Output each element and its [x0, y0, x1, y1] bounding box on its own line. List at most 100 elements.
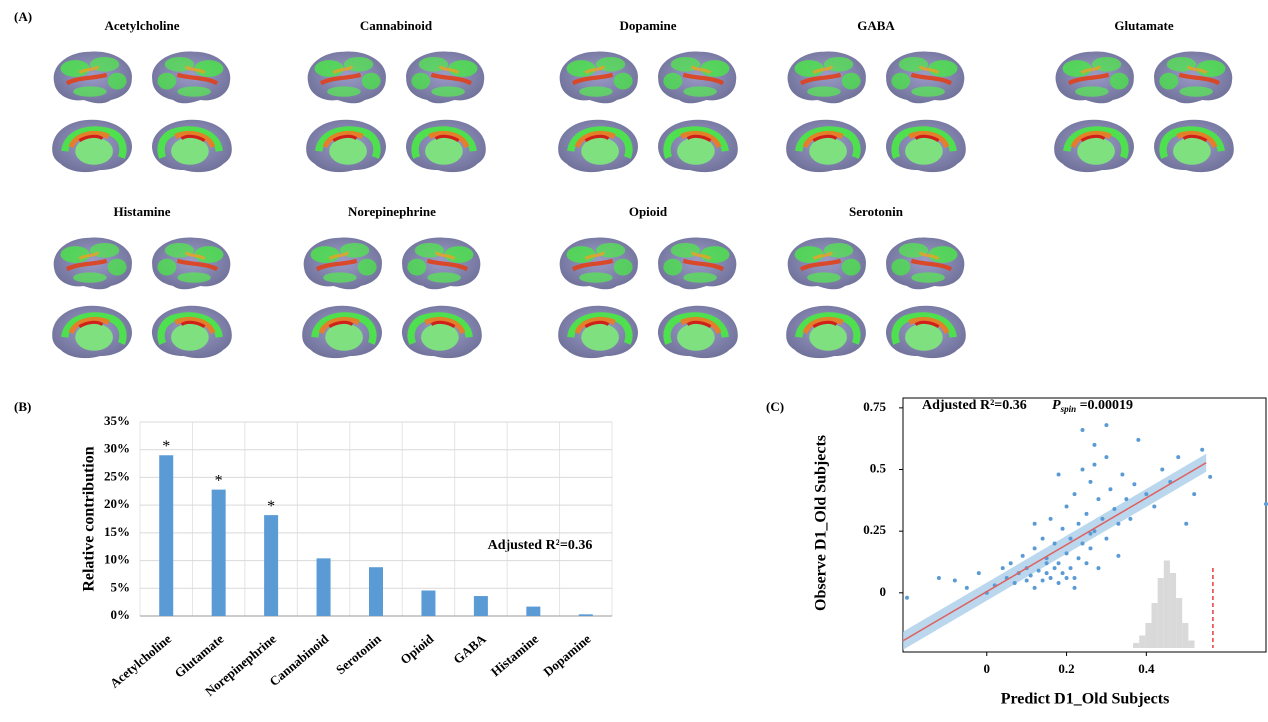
hist-bar	[1182, 623, 1189, 648]
point	[1208, 474, 1213, 479]
hist-bar	[1169, 573, 1177, 648]
brain-view	[152, 306, 232, 358]
point	[1092, 462, 1097, 467]
point	[1104, 536, 1109, 541]
hist-bar	[1139, 635, 1146, 648]
x-tick-label: Serotonin	[333, 631, 385, 678]
point	[904, 595, 909, 600]
brain-view	[52, 120, 132, 172]
brain-view	[402, 238, 480, 290]
significance-mark: *	[215, 472, 223, 489]
point	[1080, 467, 1085, 472]
point	[1036, 568, 1041, 573]
brain-view	[658, 238, 736, 290]
brain-view	[788, 52, 866, 104]
map-title: Opioid	[629, 204, 668, 219]
brain-view	[406, 120, 486, 172]
point	[1076, 556, 1081, 561]
point	[976, 571, 981, 576]
y-tick-label: 20%	[104, 496, 130, 511]
hist-bar	[1145, 623, 1152, 648]
x-tick-label: Opioid	[397, 631, 437, 668]
y-tick-label: 10%	[104, 552, 130, 567]
point	[936, 576, 941, 581]
bar	[316, 558, 331, 616]
point	[1132, 482, 1137, 487]
point	[1136, 437, 1141, 442]
point	[1068, 566, 1073, 571]
significance-mark: *	[267, 498, 275, 515]
point	[1056, 580, 1061, 585]
brain-view	[54, 52, 132, 104]
point	[1200, 447, 1205, 452]
brain-view	[560, 238, 638, 290]
point	[1096, 566, 1101, 571]
point	[1032, 585, 1037, 590]
brain-panel: Acetylcholine Cannabinoid Dopamine GABA Glut…	[52, 18, 1234, 358]
point	[1144, 492, 1149, 497]
point	[1104, 423, 1109, 428]
point	[1072, 585, 1077, 590]
map-title: Cannabinoid	[360, 18, 433, 33]
hist-bar	[1133, 643, 1140, 648]
brain-view	[304, 238, 382, 290]
p-subscript: spin	[1060, 404, 1077, 414]
point	[1112, 506, 1117, 511]
point	[1100, 516, 1105, 521]
bar	[578, 614, 593, 616]
point	[1060, 526, 1065, 531]
point	[1160, 467, 1165, 472]
point	[1116, 521, 1121, 526]
y-axis-label: Observe D1_Old Subjects	[813, 435, 830, 611]
panel-label: (A)	[14, 9, 32, 24]
point	[1040, 536, 1045, 541]
significance-mark: *	[162, 438, 170, 455]
hist-bar	[1188, 640, 1195, 648]
map-title: Acetylcholine	[104, 18, 179, 33]
point	[1012, 580, 1017, 585]
x-tick-label: Histamine	[488, 631, 542, 679]
point	[1108, 487, 1113, 492]
point	[1068, 536, 1073, 541]
bar	[264, 515, 279, 616]
brain-view	[302, 306, 382, 358]
x-tick-label: 0.2	[1058, 661, 1074, 676]
map-title: Norepinephrine	[348, 204, 436, 219]
brain-view	[788, 238, 866, 290]
point	[1032, 521, 1037, 526]
point	[1092, 529, 1097, 534]
brain-view	[786, 306, 866, 358]
point	[1264, 502, 1268, 507]
hist-bar	[1151, 603, 1158, 648]
x-tick-label: 0	[984, 661, 991, 676]
point	[1152, 504, 1157, 509]
brain-view	[886, 306, 966, 358]
x-tick-label: GABA	[450, 631, 489, 667]
point	[1088, 546, 1093, 551]
point	[1008, 561, 1013, 566]
map-title: Histamine	[113, 204, 170, 219]
point	[1124, 497, 1129, 502]
brain-view	[1054, 120, 1134, 172]
point	[1000, 566, 1005, 571]
p-annotation: Pspin =0.00019	[1052, 398, 1133, 414]
map-title: GABA	[857, 18, 895, 33]
y-tick-label: 5%	[111, 579, 131, 594]
x-tick-label: Acetylcholine	[107, 631, 174, 691]
point	[1044, 561, 1049, 566]
brain-view	[402, 306, 482, 358]
point	[1052, 541, 1057, 546]
p-symbol: P	[1052, 398, 1061, 413]
point	[1080, 428, 1085, 433]
brain-view	[308, 52, 386, 104]
brain-view	[52, 306, 132, 358]
hist-bar	[1176, 598, 1183, 648]
point	[1096, 497, 1101, 502]
bar	[369, 567, 383, 616]
brain-view	[886, 52, 964, 104]
point	[1056, 472, 1061, 477]
fit-line	[902, 462, 1207, 642]
hist-bar	[1157, 578, 1164, 648]
point	[1088, 479, 1093, 484]
